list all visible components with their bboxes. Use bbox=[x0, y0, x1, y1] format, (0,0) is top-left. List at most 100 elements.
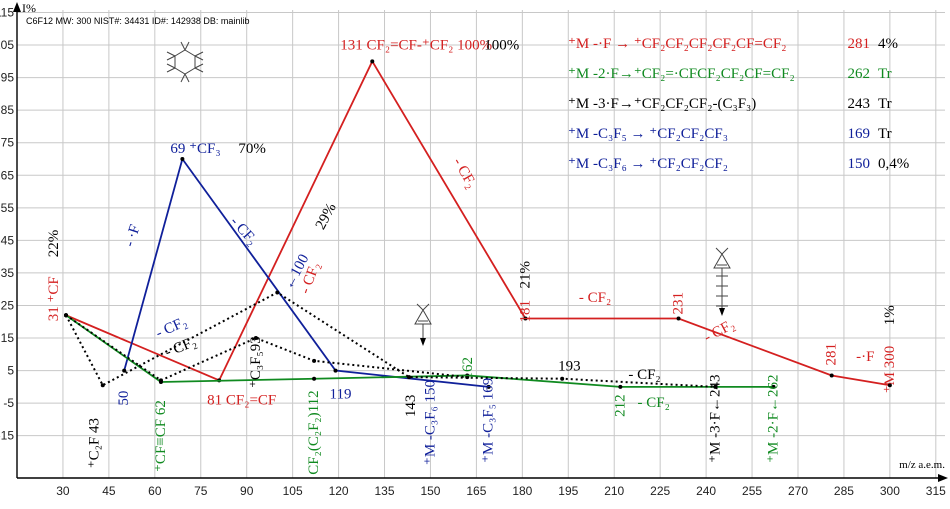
cyclopropene-molecule-icon bbox=[414, 303, 432, 346]
x-tick-label: 45 bbox=[102, 484, 116, 498]
grid bbox=[17, 10, 945, 478]
annotation-label: 81 CF₂=CF bbox=[207, 392, 276, 408]
y-tick-label: 75 bbox=[1, 136, 15, 150]
data-point bbox=[829, 373, 834, 378]
annotation-label: ⁺M -C₃F₅ 169 bbox=[481, 378, 497, 463]
annotation-label: 1% bbox=[882, 305, 898, 325]
annotation-label: - CF₂ bbox=[579, 290, 611, 306]
x-tick-label: 225 bbox=[650, 484, 670, 498]
annotation-label: 281 bbox=[824, 343, 840, 366]
legend: ⁺M -·F → ⁺CF₂CF₂CF₂CF₂CF=CF₂ 281 4% ⁺M -2·F… bbox=[568, 36, 909, 172]
x-tick-label: 165 bbox=[466, 484, 486, 498]
legend-note: 4% bbox=[878, 36, 898, 52]
annotation-label: 21% bbox=[517, 261, 533, 289]
legend-mz: 243 bbox=[848, 96, 871, 112]
series-line-4 bbox=[65, 314, 468, 382]
annotation-label: ⁺M -2·F←262 bbox=[765, 375, 781, 463]
annotation-label: - CF₂ bbox=[702, 317, 738, 346]
x-tick-label: 270 bbox=[788, 484, 808, 498]
x-tick-label: 300 bbox=[880, 484, 900, 498]
annotation-label: 31 ⁺CF bbox=[46, 276, 62, 321]
x-tick-label: 120 bbox=[329, 484, 349, 498]
y-tick-label: 115 bbox=[0, 6, 14, 20]
x-axis-label: m/z a.e.m. bbox=[899, 459, 945, 471]
annotation-label: -·F bbox=[856, 349, 874, 365]
data-point bbox=[887, 383, 892, 388]
legend-note: 0,4% bbox=[878, 156, 909, 172]
annotation-label: ⁺C₂F 43 bbox=[87, 418, 103, 468]
annotation-label: 50 bbox=[116, 391, 132, 406]
data-point bbox=[523, 316, 528, 321]
annotation-label: ⁺M -3·F←243 bbox=[707, 375, 723, 463]
annotation-label: 231 bbox=[671, 292, 687, 315]
y-tick-label: 65 bbox=[1, 168, 15, 182]
data-point bbox=[253, 336, 258, 341]
annotation-label: ⁺M 300 bbox=[882, 346, 898, 394]
annotation-label: 212 bbox=[612, 394, 628, 417]
data-point bbox=[333, 368, 338, 373]
annotation-label: 29% bbox=[313, 201, 340, 233]
x-tick-label: 210 bbox=[604, 484, 624, 498]
legend-note: Tr bbox=[878, 96, 892, 112]
annotation-label: - CF₂ bbox=[628, 367, 660, 383]
y-tick-label: 15 bbox=[1, 331, 15, 345]
data-point bbox=[64, 313, 69, 318]
legend-mz: 281 bbox=[848, 36, 871, 52]
x-tick-label: 315 bbox=[926, 484, 946, 498]
data-point bbox=[676, 316, 681, 321]
data-point bbox=[275, 290, 280, 295]
annotation-label: ⁺C₃F₅93 bbox=[248, 336, 264, 388]
x-tick-label: 30 bbox=[56, 484, 70, 498]
x-tick-label: 285 bbox=[834, 484, 854, 498]
legend-mz: 262 bbox=[848, 66, 871, 82]
y-tick-label: -5 bbox=[3, 396, 14, 410]
legend-text: ⁺M -C₃F₆ → ⁺CF₂CF₂CF₂ bbox=[568, 156, 728, 172]
x-axis-arrow bbox=[938, 474, 948, 482]
spectrum-header: C6F12 MW: 300 NIST#: 34431 ID#: 142938 D… bbox=[26, 16, 249, 26]
legend-text: ⁺M -3·F→⁺CF₂CF₂CF₂-(C₃F₃) bbox=[568, 96, 756, 112]
legend-note: Tr bbox=[878, 66, 892, 82]
annotation-label: 162 bbox=[460, 357, 476, 380]
annotation-label: - CF₂ bbox=[638, 395, 670, 411]
data-point bbox=[180, 156, 185, 161]
annotation-label: 70% bbox=[238, 141, 266, 157]
annotation-label: ⁺M -C₃F₆ 150 bbox=[422, 380, 438, 465]
annotation-label: 22% bbox=[46, 230, 62, 258]
data-point bbox=[465, 375, 470, 380]
x-tick-label: 60 bbox=[148, 484, 162, 498]
legend-text: ⁺M -C₃F₅ → ⁺CF₂CF₂CF₃ bbox=[568, 126, 728, 142]
x-tick-label: 75 bbox=[194, 484, 208, 498]
annotation-label: 193 bbox=[558, 359, 581, 375]
y-tick-label: 95 bbox=[1, 71, 15, 85]
y-tick-label: 55 bbox=[1, 201, 15, 215]
annotation-label: 143 bbox=[403, 395, 419, 418]
data-point bbox=[122, 368, 127, 373]
legend-mz: 150 bbox=[848, 156, 871, 172]
y-tick-label: -15 bbox=[0, 429, 14, 443]
annotation-label: 181 bbox=[517, 300, 533, 323]
data-point bbox=[407, 375, 412, 380]
annotation-label: 119 bbox=[330, 387, 352, 403]
chain-molecule-icon bbox=[713, 247, 731, 316]
series bbox=[64, 59, 892, 389]
y-tick-label: 25 bbox=[1, 298, 15, 312]
data-point bbox=[312, 358, 317, 363]
legend-mz: 169 bbox=[848, 126, 871, 142]
data-point bbox=[312, 376, 317, 381]
legend-note: Tr bbox=[878, 126, 892, 142]
axes: I% m/z a.e.m. bbox=[13, 1, 948, 482]
tick-labels: 30 45 60 75 90 105 120 135 150 165 180 195 210 225 240… bbox=[0, 6, 946, 498]
legend-text: ⁺M -·F → ⁺CF₂CF₂CF₂CF₂CF=CF₂ bbox=[568, 36, 786, 52]
y-axis-label: I% bbox=[22, 1, 36, 15]
data-point bbox=[560, 376, 565, 381]
y-tick-label: 35 bbox=[1, 266, 15, 280]
annotation-label: ⁺CF≡CF 62 bbox=[153, 400, 169, 472]
annotation-label: CF₂(C₂F₂)112 bbox=[306, 390, 322, 474]
x-tick-label: 240 bbox=[696, 484, 716, 498]
cyclohexane-molecule-icon bbox=[166, 41, 204, 83]
series-line-3 bbox=[65, 291, 716, 388]
annotation-label: 69 ⁺CF₃ bbox=[170, 141, 220, 157]
legend-text: ⁺M -2·F→⁺CF₂=·CFCF₂CF₂CF=CF₂ bbox=[568, 66, 795, 82]
y-tick-label: 5 bbox=[7, 364, 14, 378]
